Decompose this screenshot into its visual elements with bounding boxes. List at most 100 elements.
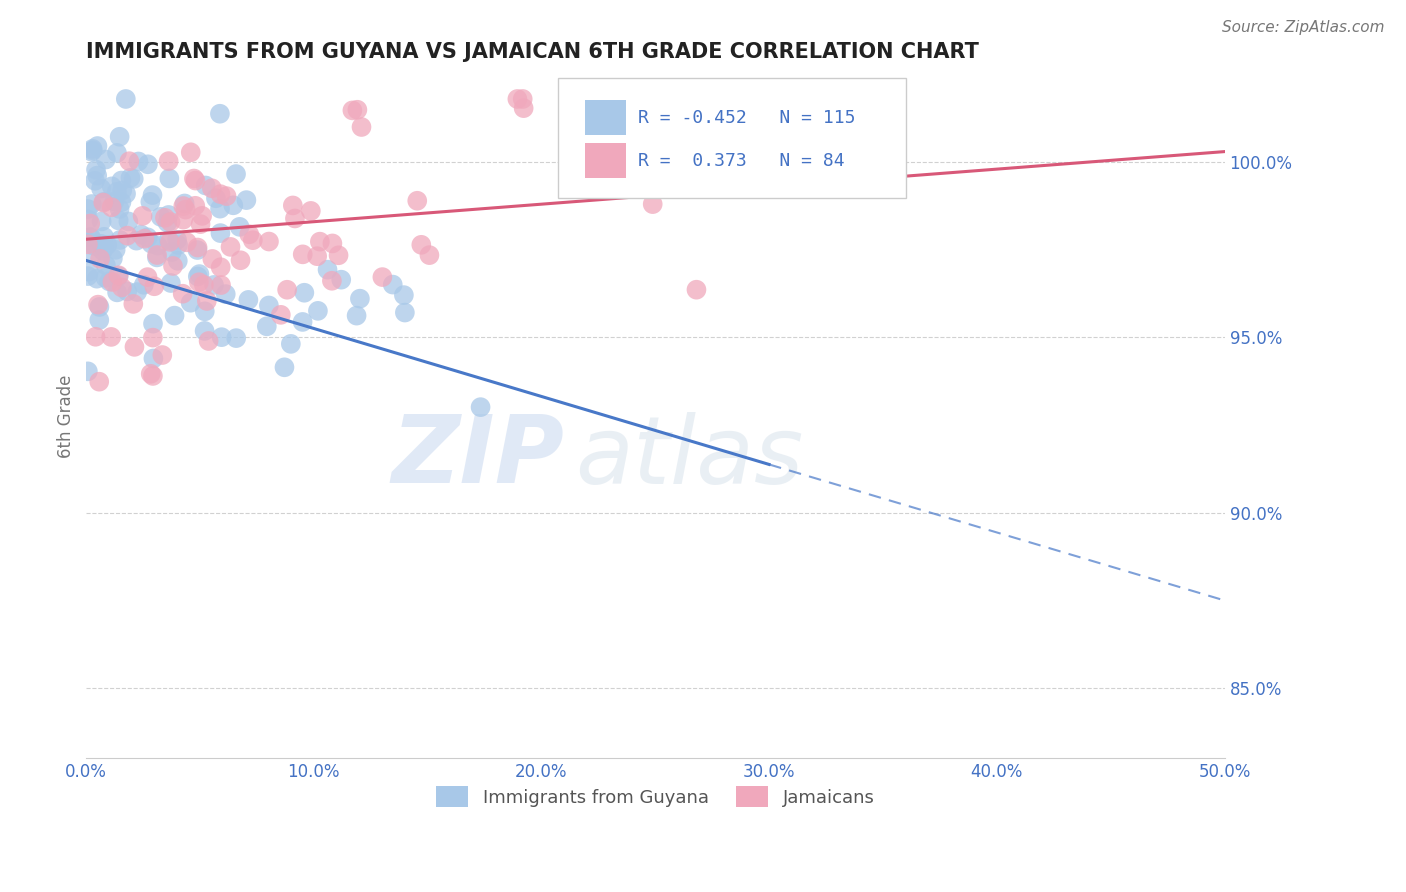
Point [142, 330, 165, 344]
Point [118, 154, 141, 169]
Point [641, 197, 664, 211]
Point [183, 171, 205, 186]
Point [172, 199, 194, 213]
Point [418, 248, 440, 262]
Point [512, 101, 534, 115]
Point [685, 283, 707, 297]
Point [90, 181, 112, 195]
Point [110, 195, 132, 210]
Point [94, 258, 117, 272]
Point [197, 334, 219, 348]
Point [142, 351, 165, 366]
Point [346, 103, 368, 117]
Point [180, 145, 202, 160]
Point [603, 145, 626, 160]
Point [115, 186, 138, 201]
Y-axis label: 6th Grade: 6th Grade [58, 375, 75, 458]
Point [350, 120, 373, 134]
Point [89, 300, 111, 314]
Point [103, 194, 125, 209]
Point [292, 285, 315, 300]
Point [110, 173, 132, 187]
Point [77, 269, 100, 284]
Point [176, 235, 198, 250]
Point [108, 233, 131, 247]
Point [381, 277, 404, 292]
Point [86, 169, 108, 183]
Text: R =  0.373   N = 84: R = 0.373 N = 84 [638, 152, 845, 169]
Point [134, 232, 156, 246]
Point [105, 185, 128, 199]
Point [284, 211, 307, 226]
Point [201, 181, 224, 195]
Point [105, 285, 128, 300]
Point [93, 229, 115, 244]
Text: IMMIGRANTS FROM GUYANA VS JAMAICAN 6TH GRADE CORRELATION CHART: IMMIGRANTS FROM GUYANA VS JAMAICAN 6TH G… [86, 42, 979, 62]
Point [101, 252, 124, 266]
Point [90, 214, 112, 228]
Point [309, 235, 332, 249]
Point [342, 103, 364, 118]
Point [125, 234, 148, 248]
Point [115, 285, 138, 299]
Point [89, 375, 111, 389]
Point [228, 219, 250, 234]
Point [146, 251, 169, 265]
Point [150, 348, 173, 362]
Point [98, 274, 121, 288]
Point [120, 170, 142, 185]
Point [238, 227, 260, 242]
Point [229, 253, 252, 268]
Point [84, 330, 107, 344]
Point [349, 292, 371, 306]
Point [141, 188, 163, 202]
Point [316, 262, 339, 277]
Point [208, 202, 231, 216]
Point [159, 235, 181, 249]
Point [330, 273, 353, 287]
Point [276, 283, 298, 297]
Point [108, 129, 131, 144]
Point [105, 145, 128, 160]
Point [291, 315, 314, 329]
Point [235, 193, 257, 207]
Point [194, 324, 217, 338]
Point [166, 253, 188, 268]
Point [76, 202, 98, 216]
Point [100, 200, 122, 214]
Point [194, 178, 217, 193]
Point [77, 212, 100, 227]
Point [124, 340, 146, 354]
Point [273, 360, 295, 375]
Point [256, 319, 278, 334]
Point [163, 309, 186, 323]
Point [76, 237, 98, 252]
Point [100, 179, 122, 194]
Point [470, 400, 492, 414]
Point [153, 211, 176, 225]
Point [188, 267, 211, 281]
Point [82, 245, 104, 260]
Point [84, 174, 107, 188]
Point [190, 217, 212, 231]
Point [90, 236, 112, 251]
Point [142, 317, 165, 331]
Point [107, 269, 129, 284]
Point [117, 214, 139, 228]
Point [84, 162, 107, 177]
Point [80, 230, 103, 244]
Point [209, 226, 232, 240]
Point [621, 171, 644, 186]
Point [406, 194, 429, 208]
Point [89, 313, 111, 327]
Point [101, 275, 124, 289]
Point [371, 270, 394, 285]
Point [191, 209, 214, 223]
Point [132, 277, 155, 292]
Point [136, 270, 159, 285]
Point [291, 247, 314, 261]
Point [157, 208, 180, 222]
FancyBboxPatch shape [585, 143, 626, 178]
Point [257, 298, 280, 312]
Point [111, 280, 134, 294]
